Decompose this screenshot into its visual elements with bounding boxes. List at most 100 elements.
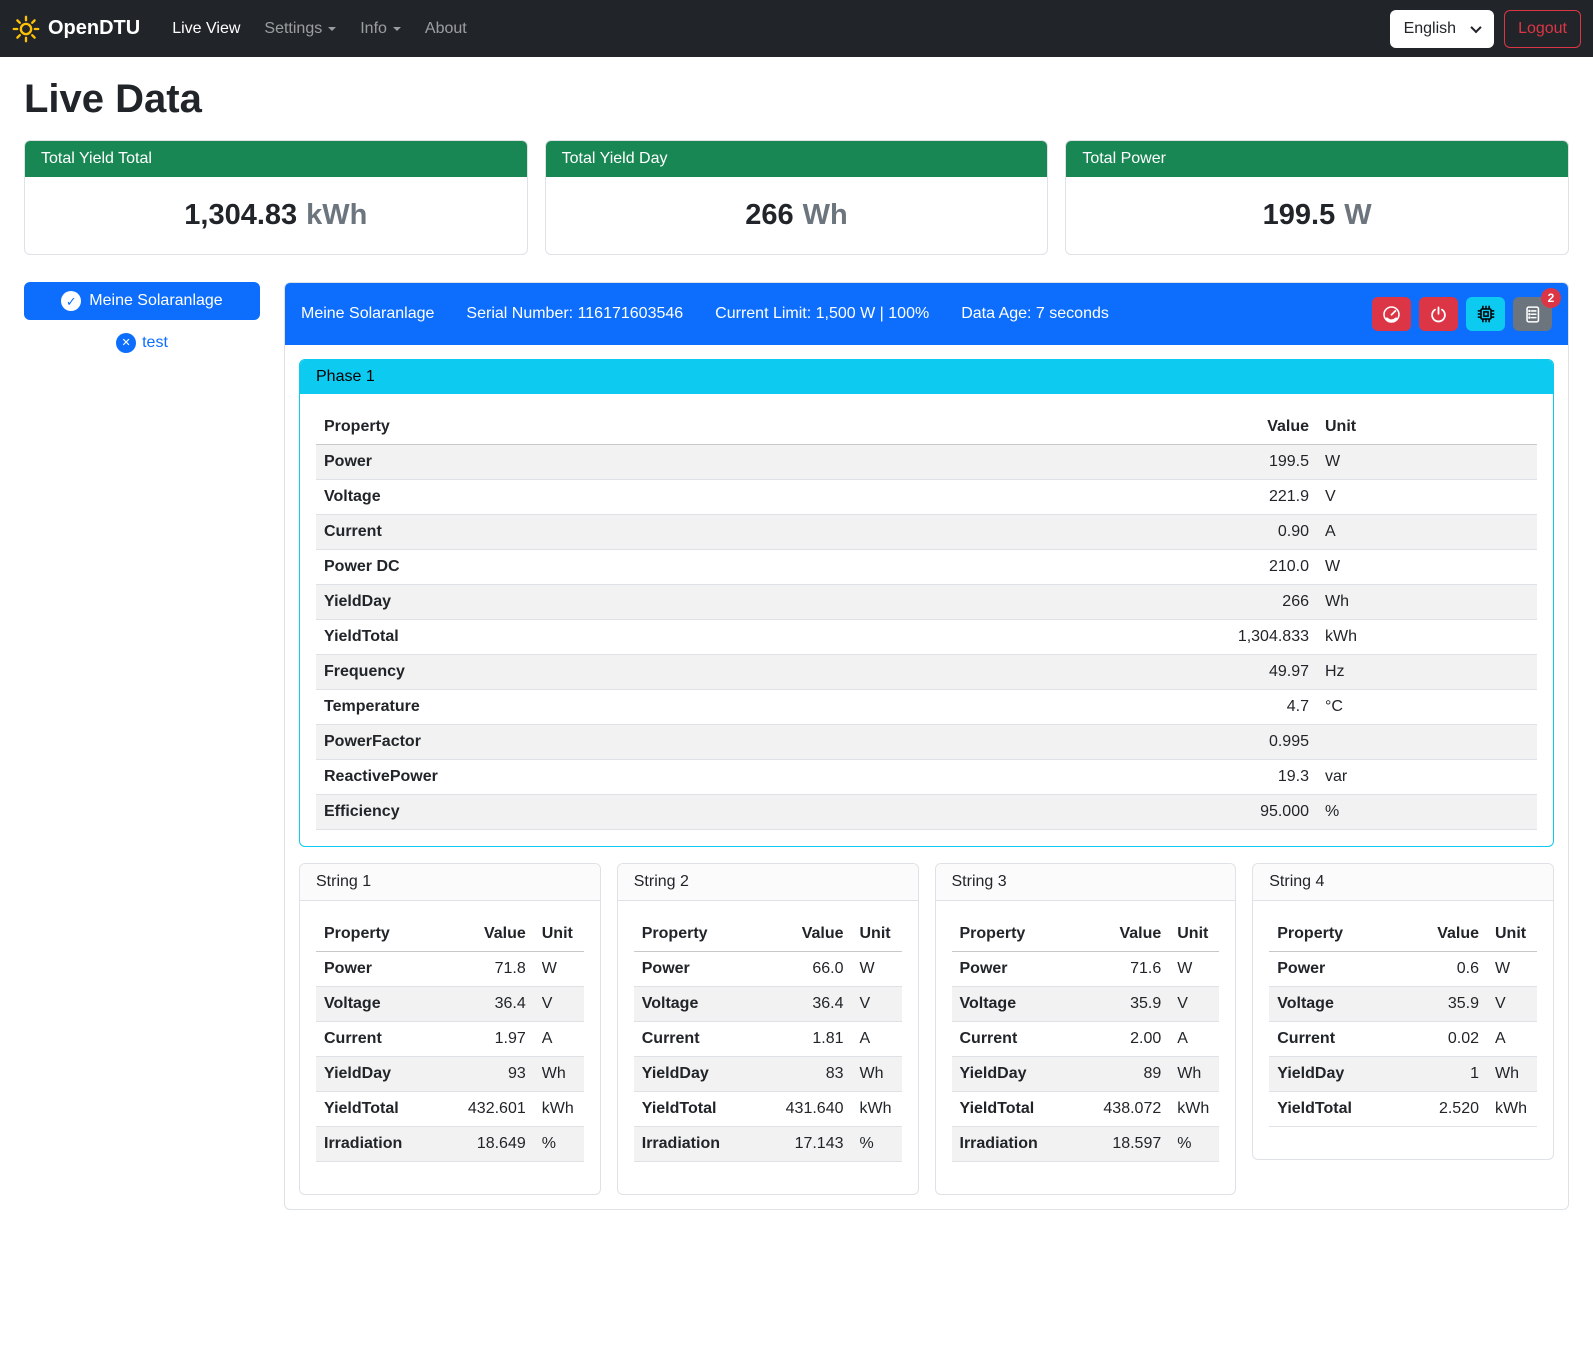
property-cell: ReactivePower — [324, 768, 438, 785]
table-row: Power 199.5 W — [316, 444, 1537, 480]
unit-cell: kWh — [1495, 1100, 1527, 1117]
property-cell: YieldDay — [324, 593, 391, 610]
property-cell: YieldTotal — [324, 1100, 399, 1117]
inverter-secondary-link[interactable]: ✕ test — [24, 333, 260, 353]
table-row: Power 71.6 W — [951, 952, 1220, 987]
string-body: Property Value Unit Power 71.8 W Voltage 36.… — [300, 901, 600, 1194]
limit-settings-button[interactable] — [1372, 297, 1411, 331]
inverter-header: Meine Solaranlage Serial Number: 1161716… — [285, 283, 1568, 345]
inverter-select-label: Meine Solaranlage — [89, 292, 223, 309]
unit-cell: W — [1325, 558, 1341, 575]
value-cell: 71.8 — [494, 960, 526, 977]
total-yield-day-card: Total Yield Day 266 Wh — [544, 140, 1049, 255]
inverter-card: Meine Solaranlage Serial Number: 1161716… — [284, 282, 1569, 1210]
value-cell: 432.601 — [467, 1100, 526, 1117]
value-cell: 2.520 — [1438, 1100, 1479, 1117]
table-row: Efficiency 95.000% — [316, 794, 1537, 830]
phase-body: Property Value Unit Power 199.5 W Voltage 22… — [300, 394, 1553, 830]
value-cell: 1 — [1470, 1065, 1479, 1082]
string-2-card: String 2 Property Value Unit — [616, 863, 919, 1195]
property-cell: YieldDay — [1277, 1065, 1345, 1082]
language-select[interactable]: English — [1389, 9, 1495, 48]
card-value-row: 266 Wh — [546, 177, 1048, 254]
card-title: Total Yield Day — [545, 141, 1048, 177]
column-header-unit: Unit — [533, 917, 584, 952]
string-4-card: String 4 Property Value Unit — [1252, 863, 1554, 1160]
phase-table: Property Value Unit Power 199.5 W Voltage 22… — [316, 410, 1537, 830]
value-cell: 4.7 — [1286, 698, 1309, 715]
navbar: OpenDTU Live View Settings Info About En… — [0, 0, 1593, 57]
property-cell: Irradiation — [641, 1135, 720, 1152]
string-body: Property Value Unit Power 66.0 W Voltage 36.… — [618, 901, 918, 1194]
power-button[interactable] — [1419, 297, 1458, 331]
inverter-serial: Serial Number: 116171603546 — [466, 305, 684, 322]
property-cell: Current — [1277, 1030, 1336, 1047]
column-header-property: Property — [1269, 917, 1407, 952]
cpu-chip-icon — [1476, 304, 1496, 324]
string-1-card: String 1 Property Value Unit — [299, 863, 601, 1195]
main-row: ✓ Meine Solaranlage ✕ test Meine Solaran… — [24, 282, 1569, 1210]
table-row: YieldTotal 438.072 kWh — [951, 1092, 1220, 1127]
card-title: Total Power — [1066, 141, 1568, 177]
table-row: Current 1.97 A — [316, 1022, 584, 1057]
unit-cell — [1317, 725, 1537, 760]
nav-item-live-view[interactable]: Live View — [172, 19, 241, 37]
value-cell: 17.143 — [794, 1135, 844, 1152]
card-value-row: 199.5 W — [1066, 177, 1568, 254]
property-cell: YieldTotal — [324, 628, 399, 645]
property-cell: Temperature — [324, 698, 420, 715]
total-power-card: Total Power 199.5 W — [1065, 140, 1569, 255]
column-header-unit: Unit — [851, 917, 902, 952]
value-cell: 1.97 — [494, 1030, 526, 1047]
brand[interactable]: OpenDTU — [12, 15, 140, 43]
column-header-unit: Unit — [1169, 917, 1220, 952]
unit-cell: W — [1325, 453, 1341, 470]
event-log-button[interactable]: 2 — [1513, 288, 1561, 331]
property-cell: YieldDay — [959, 1065, 1027, 1082]
value-cell: 0.02 — [1447, 1030, 1479, 1047]
value-cell: 0.995 — [1268, 733, 1309, 750]
value-cell: 19.3 — [1277, 768, 1309, 785]
table-row: Current 2.00 A — [951, 1022, 1220, 1057]
table-header-row: Property Value Unit — [1269, 917, 1537, 952]
table-header-row: Property Value Unit — [316, 410, 1537, 445]
table-header-row: Property Value Unit — [316, 917, 584, 952]
unit-cell: W — [1177, 960, 1193, 977]
property-cell: YieldDay — [641, 1065, 709, 1082]
property-cell: Power DC — [324, 558, 400, 575]
table-row: Current 1.81 A — [633, 1022, 902, 1057]
column-header-value: Value — [1089, 917, 1170, 952]
page-container: Live Data Total Yield Total 1,304.83 kWh… — [0, 77, 1593, 1240]
device-info-button[interactable] — [1466, 297, 1505, 331]
nav-item-about[interactable]: About — [424, 19, 467, 37]
table-row: Irradiation 18.649% — [316, 1126, 584, 1162]
column-header-value: Value — [1024, 410, 1317, 445]
value-cell: 71.6 — [1130, 960, 1162, 977]
property-cell: Voltage — [1277, 995, 1334, 1012]
unit-cell: A — [541, 1030, 553, 1047]
strings-row: String 1 Property Value Unit — [299, 863, 1554, 1195]
unit-cell: V — [859, 995, 871, 1012]
table-row: Irradiation 18.597% — [951, 1126, 1220, 1162]
value-cell: 2.00 — [1130, 1030, 1162, 1047]
card-unit: W — [1344, 199, 1372, 231]
unit-cell: V — [1325, 488, 1336, 505]
logout-button[interactable]: Logout — [1504, 9, 1581, 48]
column-header-value: Value — [453, 917, 534, 952]
table-row: YieldTotal 1,304.833 kWh — [316, 620, 1537, 655]
inverter-select-button[interactable]: ✓ Meine Solaranlage — [24, 282, 260, 320]
string-title: String 4 — [1253, 864, 1553, 901]
value-cell: 199.5 — [1268, 453, 1309, 470]
column-header-property: Property — [951, 917, 1090, 952]
column-header-value: Value — [1407, 917, 1487, 952]
nav-item-info[interactable]: Info — [350, 12, 411, 46]
nav-item-settings[interactable]: Settings — [254, 12, 346, 46]
property-cell: Power — [324, 453, 373, 470]
value-cell: 221.9 — [1268, 488, 1309, 505]
table-header-row: Property Value Unit — [951, 917, 1220, 952]
string-4-table: Property Value Unit Power 0.6 W Voltage 35.9… — [1269, 917, 1537, 1127]
unit-cell: % — [1177, 1135, 1192, 1152]
table-row: YieldDay 266 Wh — [316, 584, 1537, 620]
page-title: Live Data — [24, 77, 202, 121]
table-row: Power 66.0 W — [633, 952, 902, 987]
